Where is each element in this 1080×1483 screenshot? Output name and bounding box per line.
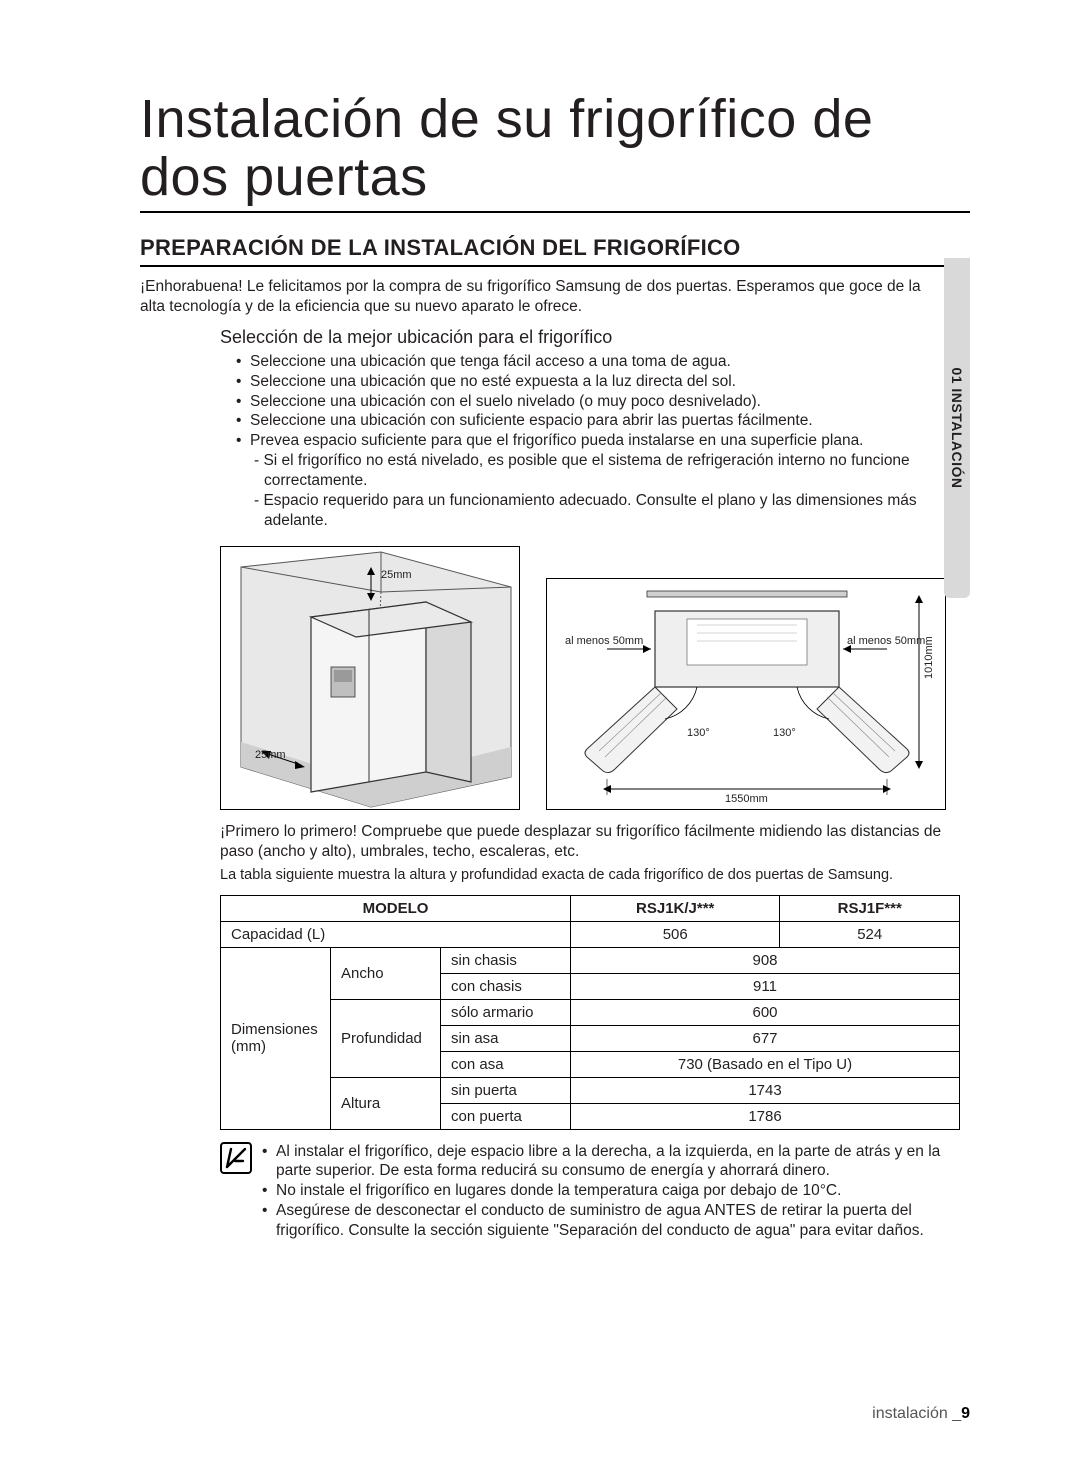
td-capacity-label: Capacidad (L) [221, 921, 571, 947]
page-footer: instalación _9 [872, 1405, 970, 1423]
td-ancho: Ancho [331, 947, 441, 999]
page-title: Instalación de su frigorífico de dos pue… [140, 90, 970, 213]
diagram-label-height: 1010mm [923, 637, 935, 680]
location-bullets: Seleccione una ubicación que tenga fácil… [140, 352, 940, 451]
diagram-label-left-clearance: al menos 50mm [565, 635, 643, 647]
section-tab-label: 01 INSTALACIÓN [949, 367, 965, 488]
diagram-label-width: 1550mm [725, 793, 768, 805]
note-icon [220, 1142, 252, 1174]
table-intro: La tabla siguiente muestra la altura y p… [220, 866, 960, 885]
sub-note: - Espacio requerido para un funcionamien… [140, 491, 940, 531]
td-val: 911 [571, 973, 960, 999]
sub-heading: Selección de la mejor ubicación para el … [140, 327, 970, 348]
note-block: Al instalar el frigorífico, deje espacio… [220, 1142, 960, 1241]
section-tab: 01 INSTALACIÓN [944, 258, 970, 598]
td-sub: sin chasis [441, 947, 571, 973]
td-sub: con puerta [441, 1103, 571, 1129]
diagram-label-angle-left: 130° [687, 727, 710, 739]
td-val: 1743 [571, 1077, 960, 1103]
th-col1: RSJ1K/J*** [571, 895, 780, 921]
section-heading: PREPARACIÓN DE LA INSTALACIÓN DEL FRIGOR… [140, 235, 970, 267]
td-alt: Altura [331, 1077, 441, 1129]
td-sub: con chasis [441, 973, 571, 999]
td-prof: Profundidad [331, 999, 441, 1077]
list-item: Seleccione una ubicación con el suelo ni… [236, 392, 940, 412]
sub-note: - Si el frigorífico no está nivelado, es… [140, 451, 940, 491]
td-val: 1786 [571, 1103, 960, 1129]
td-val: 677 [571, 1025, 960, 1051]
td-sub: sin puerta [441, 1077, 571, 1103]
intro-paragraph: ¡Enhorabuena! Le felicitamos por la comp… [140, 277, 930, 317]
list-item: Al instalar el frigorífico, deje espacio… [262, 1142, 960, 1182]
list-item: Seleccione una ubicación que tenga fácil… [236, 352, 940, 372]
diagram-top-clearance: al menos 50mm al menos 50mm 130° 130° 15… [546, 578, 946, 810]
list-item: Asegúrese de desconectar el conducto de … [262, 1201, 960, 1241]
td-val: 600 [571, 999, 960, 1025]
td-val: 908 [571, 947, 960, 973]
diagram-label-right-clearance: al menos 50mm [847, 635, 925, 647]
td-capacity-v2: 524 [780, 921, 960, 947]
diagram-label-top: 25mm [381, 569, 412, 581]
td-val: 730 (Basado en el Tipo U) [571, 1051, 960, 1077]
footer-text: instalación _ [872, 1405, 961, 1422]
list-item: Prevea espacio suficiente para que el fr… [236, 431, 940, 451]
list-item: Seleccione una ubicación que no esté exp… [236, 372, 940, 392]
note-list: Al instalar el frigorífico, deje espacio… [262, 1142, 960, 1241]
measure-paragraph: ¡Primero lo primero! Compruebe que puede… [220, 822, 960, 862]
td-sub: sólo armario [441, 999, 571, 1025]
diagram-row: 25mm 25mm [220, 546, 970, 810]
th-modelo: MODELO [221, 895, 571, 921]
list-item: Seleccione una ubicación con suficiente … [236, 411, 940, 431]
td-sub: sin asa [441, 1025, 571, 1051]
diagram-3d-clearance: 25mm 25mm [220, 546, 520, 810]
th-col2: RSJ1F*** [780, 895, 960, 921]
dimensions-table: MODELO RSJ1K/J*** RSJ1F*** Capacidad (L)… [220, 895, 960, 1130]
td-capacity-v1: 506 [571, 921, 780, 947]
footer-page: 9 [961, 1405, 970, 1422]
td-dim-label: Dimensiones (mm) [221, 947, 331, 1129]
list-item: No instale el frigorífico en lugares don… [262, 1181, 960, 1201]
diagram-label-side: 25mm [255, 749, 286, 761]
td-sub: con asa [441, 1051, 571, 1077]
diagram-label-angle-right: 130° [773, 727, 796, 739]
